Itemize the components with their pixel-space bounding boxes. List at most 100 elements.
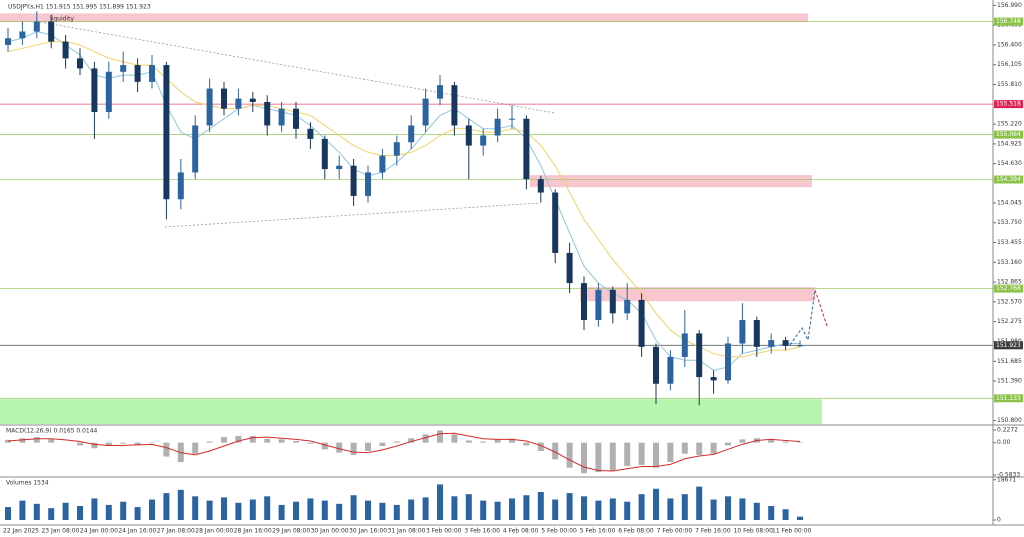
volume-bar: [537, 492, 544, 520]
volume-bar: [62, 502, 69, 520]
y-tick-label: 18671: [997, 476, 1016, 483]
candle-body: [336, 165, 343, 170]
volume-bar: [725, 496, 731, 520]
candle-body: [782, 340, 789, 346]
x-tick-label: 30 Jan 00:00: [311, 528, 349, 535]
volume-bar: [77, 506, 83, 520]
macd-bar: [5, 439, 11, 443]
x-tick-label: 7 Feb 00:00: [657, 528, 693, 535]
candle-body: [609, 289, 616, 314]
candle-body: [451, 85, 458, 126]
macd-bar: [667, 442, 674, 463]
volume-bar: [249, 499, 256, 520]
macd-bar: [221, 437, 227, 443]
y-tick-label: 152.570: [997, 298, 1022, 305]
y-tick-label: 155.220: [997, 121, 1022, 128]
volume-bar: [5, 507, 11, 520]
volume-bar: [638, 494, 645, 520]
x-tick-label: 28 Jan 00:00: [195, 528, 233, 535]
macd-bar: [350, 442, 357, 455]
macd-bar: [379, 442, 386, 446]
y-tick-label: 156.990: [997, 2, 1022, 9]
volume-bar: [595, 500, 602, 520]
macd-bar: [595, 442, 602, 473]
macd-bar: [408, 438, 415, 443]
candle-body: [249, 98, 256, 102]
volume-bar: [523, 495, 530, 520]
x-tick-label: 10 Feb 08:00: [734, 528, 774, 535]
volume-bar: [350, 495, 357, 520]
candle-body: [753, 320, 760, 347]
y-tick-label: 155.810: [997, 81, 1022, 88]
volume-bar: [206, 500, 213, 520]
volume-bar: [264, 496, 271, 520]
projection: [814, 289, 828, 327]
x-tick-label: 5 Feb 00:00: [541, 528, 577, 535]
volume-bar: [465, 494, 472, 520]
volume-bar: [437, 484, 443, 520]
macd-bar: [609, 442, 616, 471]
macd-bar: [581, 442, 587, 474]
x-tick-label: 3 Feb 00:00: [426, 528, 462, 535]
level-label: 156.748: [996, 18, 1021, 25]
candle-body: [667, 356, 674, 384]
candle-body: [624, 299, 631, 314]
candle-body: [595, 289, 602, 321]
zone: [0, 13, 808, 23]
candle-body: [48, 21, 55, 42]
macd-bar: [206, 441, 213, 443]
macd-bar: [163, 442, 170, 457]
trend-line: [164, 202, 541, 228]
volume-bar: [134, 507, 141, 520]
macd-bar: [149, 442, 155, 444]
plot: [0, 11, 993, 520]
candle-body: [278, 108, 285, 126]
volume-bar: [235, 502, 242, 520]
y-tick-label: 152.275: [997, 318, 1022, 325]
volume-bar: [408, 499, 415, 520]
volume-title: Volumes 1534: [6, 480, 49, 487]
volume-bar: [278, 504, 285, 520]
candle-body: [19, 31, 26, 39]
macd-bar: [451, 434, 458, 443]
level-label: 155.518: [996, 101, 1021, 108]
macd-bar: [249, 436, 256, 443]
y-tick-label: 154.045: [997, 199, 1022, 206]
macd-bar: [768, 439, 775, 443]
macd-bar: [681, 442, 688, 454]
x-tick-label: 7 Feb 16:00: [695, 528, 731, 535]
candle-body: [480, 135, 487, 146]
candle-body: [422, 98, 429, 126]
macd-bar: [653, 442, 659, 468]
x-tick-label: 31 Jan 08:00: [388, 528, 426, 535]
volume-bar: [609, 498, 616, 520]
candle-body: [33, 21, 40, 32]
volume-bar: [192, 496, 199, 520]
volume-bar: [710, 499, 717, 520]
x-tick-label: 24 Jan 00:00: [80, 528, 118, 535]
volume-bar: [336, 503, 343, 520]
volume-bar: [221, 497, 227, 520]
macd-bar: [134, 442, 141, 445]
macd-bar: [480, 441, 487, 443]
volume-bar: [293, 501, 299, 520]
volume-bar: [581, 496, 587, 520]
volume-bar: [451, 496, 458, 520]
volume-bar: [120, 501, 127, 520]
candle-body: [120, 65, 127, 72]
macd-bar: [91, 442, 98, 449]
candle-body: [5, 38, 11, 45]
x-tick-label: 11 Feb 00:00: [772, 528, 812, 535]
level-label: 155.064: [996, 131, 1021, 138]
macd-bar: [235, 436, 242, 443]
x-tick-label: 27 Jan 08:00: [157, 528, 195, 535]
macd-bar: [120, 442, 127, 444]
macd-bar: [336, 442, 343, 453]
macd-bar: [782, 441, 789, 443]
volume-bar: [480, 500, 487, 520]
candle-body: [163, 65, 170, 200]
macd-bar: [19, 438, 26, 443]
volume-bar: [33, 503, 40, 520]
y-tick-label: 150.800: [997, 417, 1022, 424]
candle-body: [638, 299, 645, 347]
